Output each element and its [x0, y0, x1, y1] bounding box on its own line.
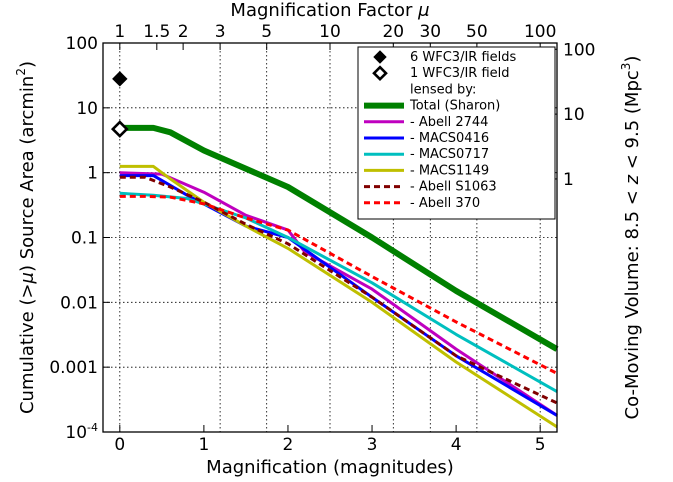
y-tick-label: 1 [87, 164, 98, 184]
legend-label: 1 WFC3/IR field [410, 66, 510, 81]
x-tick-label: 1 [198, 435, 209, 455]
legend-label: - Abell S1063 [410, 180, 497, 195]
x-tick-label: 2 [283, 435, 294, 455]
x-tick-label: 5 [535, 435, 546, 455]
legend-subheading: lensed by: [410, 82, 476, 97]
top-axis-label-text: Magnification Factor [230, 0, 413, 21]
x-axis-label: Magnification (magnitudes) [206, 457, 454, 478]
x-tick-label: 0 [114, 435, 125, 455]
top-tick-label: 2 [178, 22, 189, 42]
top-tick-label: 3 [215, 22, 226, 42]
top-tick-label: 1 [114, 22, 125, 42]
ticks-layer: 0 1 2 3 4 5 1 1.5 2 3 5 10 20 30 50 100 100 10 1 0.1 0.01 0.0… [49, 22, 595, 455]
top-tick-label: 5 [261, 22, 272, 42]
series-line [119, 124, 559, 352]
legend-label: Total (Sharon) [409, 99, 500, 114]
series-line [119, 164, 558, 429]
top-tick-label: 50 [466, 22, 488, 42]
axis-label-part: μ [17, 272, 38, 284]
top-axis-label-symbol: μ [417, 0, 429, 21]
legend-label: - Abell 370 [410, 196, 480, 211]
y-tick-label: 0.1 [71, 229, 98, 249]
legend-marker-open-diamond [372, 65, 388, 82]
markers-layer [110, 71, 129, 138]
y-tick-label: 10 [76, 99, 98, 119]
series-layer [119, 124, 559, 429]
y-tick-label: 100 [66, 34, 98, 54]
top-tick-label: 30 [419, 22, 441, 42]
marker-open-diamond [110, 120, 129, 138]
series-line [119, 194, 558, 375]
axis-label-part: < 9.5 (Mpc [622, 70, 643, 175]
legend-label: - MACS1149 [410, 163, 489, 178]
axis-label-part: Co-Moving Volume: 8.5 < [622, 184, 643, 419]
marker-filled-diamond [112, 71, 128, 87]
y-tick-label: 0.001 [49, 358, 98, 378]
legend-label: - Abell 2744 [410, 115, 488, 130]
top-axis-label: Magnification Factor μ [230, 0, 429, 21]
y-tick-label: 0.01 [60, 293, 98, 313]
top-tick-label: 1.5 [143, 22, 170, 42]
x-tick-label: 3 [367, 435, 378, 455]
legend-marker-filled-diamond [373, 50, 387, 64]
legend-label: 6 WFC3/IR fields [410, 50, 517, 65]
axis-label-part: z [622, 174, 643, 185]
y-axis-label: Cumulative (>μ) Source Area (arcmin2) [14, 61, 38, 414]
legend-label: - MACS0416 [410, 131, 489, 146]
axis-label-part: ) [622, 56, 643, 63]
axis-label-part: 2 [14, 68, 28, 76]
axis-label-part: ) [17, 61, 38, 68]
x-tick-label: 4 [451, 435, 462, 455]
right-tick-label: 10 [563, 105, 585, 125]
legend-box [357, 46, 556, 220]
series-line [119, 191, 558, 393]
top-tick-label: 20 [382, 22, 404, 42]
series-line [119, 174, 558, 417]
top-tick-label: 10 [319, 22, 341, 42]
legend-label: - MACS0717 [410, 147, 489, 162]
axis-label-part: 3 [619, 63, 633, 71]
top-tick-label: 100 [524, 22, 556, 42]
y-tick-label: 10-4 [65, 421, 98, 443]
right-axis-label: Co-Moving Volume: 8.5 < z < 9.5 (Mpc3) [619, 56, 643, 420]
right-tick-label: 1 [563, 170, 574, 190]
axis-label-part: ) Source Area (arcmin [17, 76, 38, 272]
axis-label-part: Cumulative (> [17, 283, 38, 414]
right-tick-label: 100 [563, 40, 595, 60]
series-line [119, 175, 558, 405]
